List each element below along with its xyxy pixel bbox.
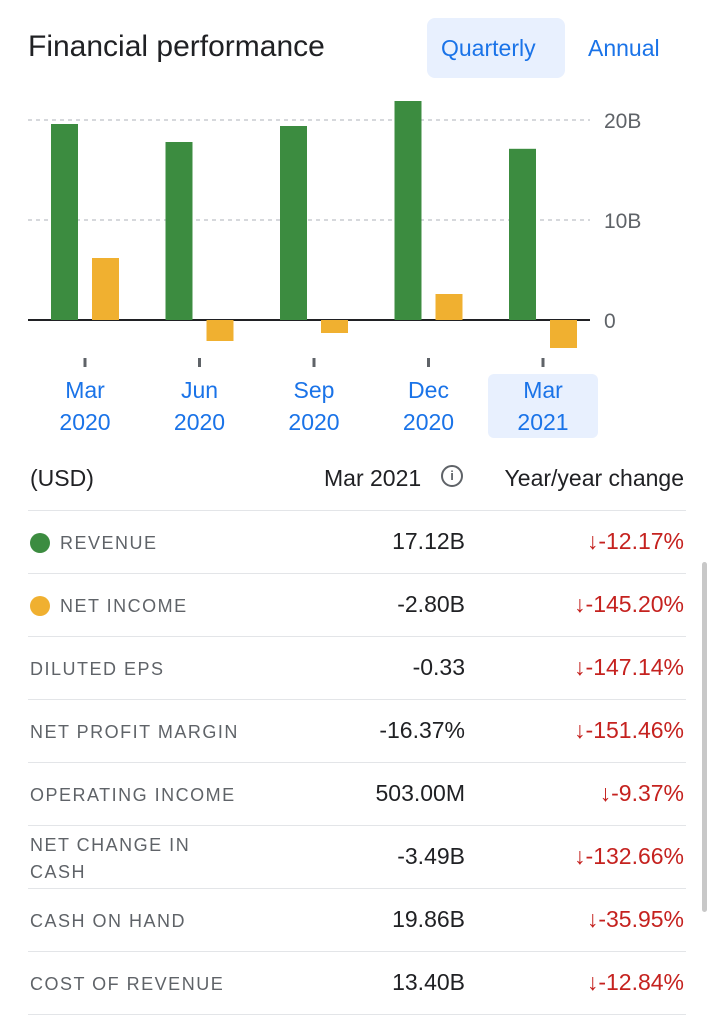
x-tick-label[interactable]: Mar 2020 xyxy=(30,374,140,438)
x-tick-label[interactable]: Sep 2020 xyxy=(259,374,369,438)
y-tick-label: 0 xyxy=(604,310,616,333)
metric-label: NET PROFIT MARGIN xyxy=(30,722,239,742)
currency-label: (USD) xyxy=(30,465,94,491)
metric-change: ↓-12.17% xyxy=(586,528,684,554)
metric-value: 19.86B xyxy=(392,906,465,932)
net-income-bar[interactable] xyxy=(92,258,119,320)
table-row: OPERATING INCOME 503.00M ↓-9.37% xyxy=(28,762,686,825)
metric-change: ↓-145.20% xyxy=(574,591,684,617)
metric-change: ↓-12.84% xyxy=(586,969,684,995)
metric-value: 17.12B xyxy=(392,528,465,554)
revenue-bar[interactable] xyxy=(509,148,536,320)
x-tick-label-month: Sep xyxy=(293,377,335,403)
metric-label: CASH ON HAND xyxy=(30,911,187,931)
table-row: NET INCOME -2.80B ↓-145.20% xyxy=(28,573,686,636)
metric-change: ↓-132.66% xyxy=(574,843,684,869)
metric-label: COST OF REVENUE xyxy=(30,974,225,994)
metric-value: -0.33 xyxy=(412,654,465,680)
metrics-table: REVENUE 17.12B ↓-12.17% NET INCOME -2.80B ↓-1… xyxy=(28,510,686,1015)
x-tick-label-month: Mar xyxy=(523,377,563,403)
period-label: Mar 2021 xyxy=(324,465,422,491)
revenue-bar[interactable] xyxy=(51,124,78,320)
metric-label: NET CHANGE IN CASH xyxy=(30,835,191,882)
x-tick-label-year: 2020 xyxy=(59,409,111,435)
metric-label: REVENUE xyxy=(60,533,158,553)
scrollbar[interactable] xyxy=(702,562,707,912)
legend-dot-icon xyxy=(30,596,50,616)
x-tick-label-year: 2020 xyxy=(173,409,226,435)
info-icon[interactable]: i xyxy=(441,465,463,487)
change-header: Year/year change xyxy=(504,465,684,491)
net-income-bar[interactable] xyxy=(550,320,577,348)
metric-change: ↓-147.14% xyxy=(574,654,684,680)
metric-label: OPERATING INCOME xyxy=(30,785,236,805)
header: Financial performance Quarterly Annual xyxy=(0,0,712,100)
x-tick-label-month: Dec xyxy=(408,377,449,403)
net-income-bar[interactable] xyxy=(321,320,348,333)
metric-change: ↓-151.46% xyxy=(574,717,684,743)
table-row: REVENUE 17.12B ↓-12.17% xyxy=(28,510,686,573)
metric-value: -3.49B xyxy=(397,843,465,869)
x-tick-label[interactable]: Dec 2020 xyxy=(374,374,484,438)
table-row: CASH ON HAND 19.86B ↓-35.95% xyxy=(28,888,686,951)
net-income-bar[interactable] xyxy=(206,320,234,341)
page-title: Financial performance xyxy=(28,30,325,63)
x-tick-label-month: Jun xyxy=(180,377,219,403)
metric-value: 503.00M xyxy=(375,780,465,806)
y-tick-label: 10B xyxy=(604,210,641,233)
metric-label: NET INCOME xyxy=(60,596,188,616)
table-row: COST OF REVENUE 13.40B ↓-12.84% xyxy=(28,951,686,1015)
x-tick-label-month: Mar xyxy=(65,377,105,403)
annual-toggle-button[interactable]: Annual xyxy=(588,35,660,61)
quarterly-toggle-button[interactable]: Quarterly xyxy=(427,18,565,78)
y-tick-label: 20B xyxy=(604,110,641,133)
table-header: (USD) Mar 2021 i Year/year change xyxy=(0,455,712,505)
x-tick-label-year: 2021 xyxy=(517,409,569,435)
revenue-bar[interactable] xyxy=(280,126,307,320)
financial-bar-chart: 20B 10B 0 Mar 2020 Jun 2020 Sep 2020 Dec 2020 Mar 2… xyxy=(0,86,712,440)
x-tick-label[interactable]: Jun 2020 xyxy=(145,374,255,438)
legend-dot-icon xyxy=(30,533,50,553)
table-row: DILUTED EPS -0.33 ↓-147.14% xyxy=(28,636,686,699)
revenue-bar[interactable] xyxy=(165,142,193,320)
x-tick-label-year: 2020 xyxy=(288,409,340,435)
metric-change: ↓-35.95% xyxy=(586,906,684,932)
metric-value: -2.80B xyxy=(397,591,465,617)
chart-canvas: 20B 10B 0 xyxy=(28,101,641,367)
table-row: NET CHANGE IN CASH -3.49B ↓-132.66% xyxy=(28,825,686,888)
x-tick-label[interactable]: Mar 2021 xyxy=(488,374,598,438)
table-row: NET PROFIT MARGIN -16.37% ↓-151.46% xyxy=(28,699,686,762)
metric-change: ↓-9.37% xyxy=(599,780,684,806)
net-income-bar[interactable] xyxy=(435,294,463,320)
metric-value: 13.40B xyxy=(392,969,465,995)
revenue-bar[interactable] xyxy=(394,101,422,320)
x-tick-label-year: 2020 xyxy=(402,409,455,435)
metric-label: DILUTED EPS xyxy=(30,659,165,679)
metric-value: -16.37% xyxy=(379,717,465,743)
